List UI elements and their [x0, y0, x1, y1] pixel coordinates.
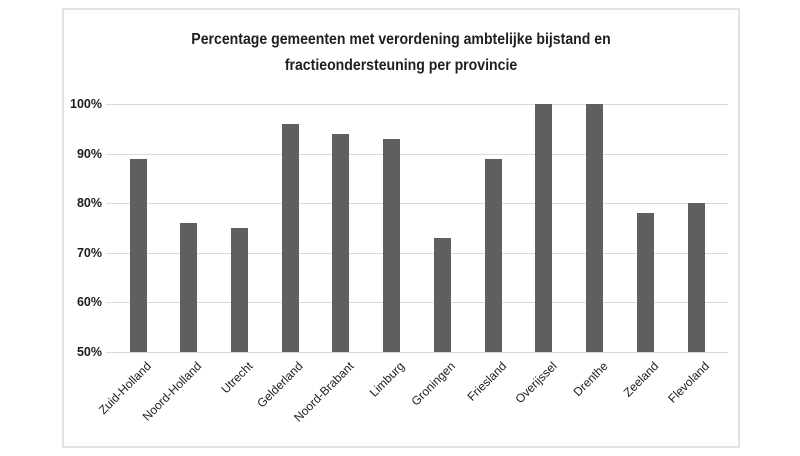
bar-noord-brabant	[332, 133, 350, 352]
x-axis-tick-label: Limburg	[366, 359, 408, 400]
y-axis-tick-label: 80%	[76, 196, 102, 211]
y-axis-tick-label: 50%	[76, 345, 102, 359]
gridline	[106, 302, 728, 304]
bar-friesland	[484, 158, 502, 352]
bar-gelderland	[281, 123, 299, 352]
gridline	[106, 104, 728, 105]
bar-flevoland	[687, 203, 705, 352]
bar-overijssel	[535, 104, 553, 352]
gridline	[106, 203, 728, 205]
x-axis-tick-label: Drenthe	[570, 359, 611, 400]
bar-noord-holland	[180, 223, 198, 352]
x-axis-tick-label: Utrecht	[218, 359, 256, 397]
x-axis-tick-label: Flevoland	[665, 359, 712, 406]
bar-zuid-holland	[129, 158, 147, 352]
bar-utrecht	[231, 228, 248, 352]
x-axis-tick-label: Zeeland	[620, 359, 662, 400]
y-axis-tick-label: 70%	[76, 245, 102, 260]
chart-frame: Percentage gemeenten met verordening amb…	[62, 8, 740, 448]
chart-title: Percentage gemeenten met verordening amb…	[191, 31, 611, 74]
y-axis: 50% 60% 70% 80% 90% 100%	[64, 97, 102, 456]
bar-groningen	[433, 237, 451, 352]
x-axis-baseline	[106, 352, 728, 353]
y-axis-tick-label: 100%	[70, 97, 102, 111]
gridline	[106, 252, 728, 254]
y-axis-tick-label: 60%	[76, 295, 102, 310]
gridline	[106, 153, 728, 155]
x-axis-tick-label: Groningen	[408, 359, 459, 409]
x-axis-tick-label: Overijssel	[512, 359, 560, 407]
bar-limburg	[383, 138, 401, 352]
y-axis-tick-label: 90%	[76, 146, 102, 161]
bar-drenthe	[586, 104, 603, 352]
bar-zeeland	[636, 213, 654, 352]
plot-area	[106, 104, 728, 353]
x-axis-tick-label: Friesland	[464, 359, 509, 404]
x-axis-tick-label: Gelderland	[254, 359, 307, 411]
